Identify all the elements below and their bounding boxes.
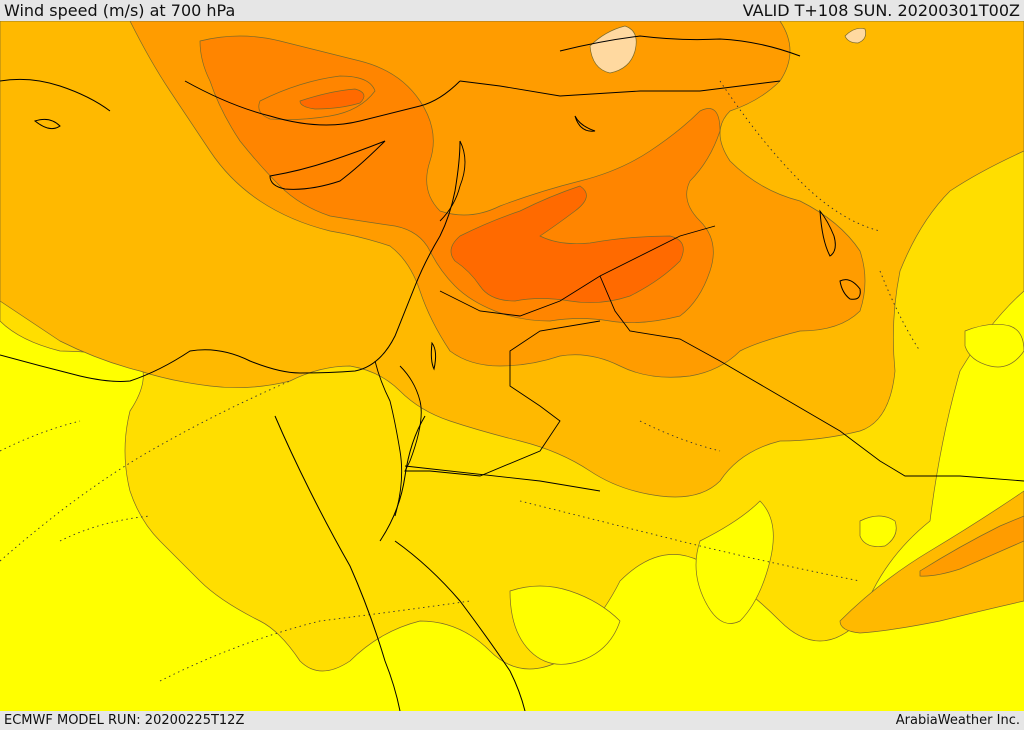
- band-20-25-se: [919, 515, 1024, 577]
- map-header: Wind speed (m/s) at 700 hPa VALID T+108 …: [0, 0, 1024, 21]
- band-lt5-patch-1: [695, 500, 774, 624]
- dotted-isolines: [0, 80, 921, 682]
- valid-time: VALID T+108 SUN. 20200301T00Z: [742, 1, 1020, 20]
- band-25-30: [450, 185, 684, 303]
- model-run: ECMWF MODEL RUN: 20200225T12Z: [4, 713, 245, 728]
- band-15-20-se: [839, 490, 1024, 634]
- map-footer: ECMWF MODEL RUN: 20200225T12Z ArabiaWeat…: [0, 711, 1024, 729]
- credit: ArabiaWeather Inc.: [895, 713, 1020, 728]
- band-lt5-patch-2: [509, 585, 621, 665]
- band-gt30-ne2: [844, 27, 867, 44]
- borders: [374, 80, 1024, 517]
- coastlines: [0, 35, 861, 711]
- map-frame: [0, 21, 1024, 711]
- band-25-30-nw: [299, 88, 365, 110]
- band-lt5-patch-3: [859, 515, 897, 547]
- wind-speed-map: [0, 21, 1024, 711]
- map-title: Wind speed (m/s) at 700 hPa: [4, 1, 236, 20]
